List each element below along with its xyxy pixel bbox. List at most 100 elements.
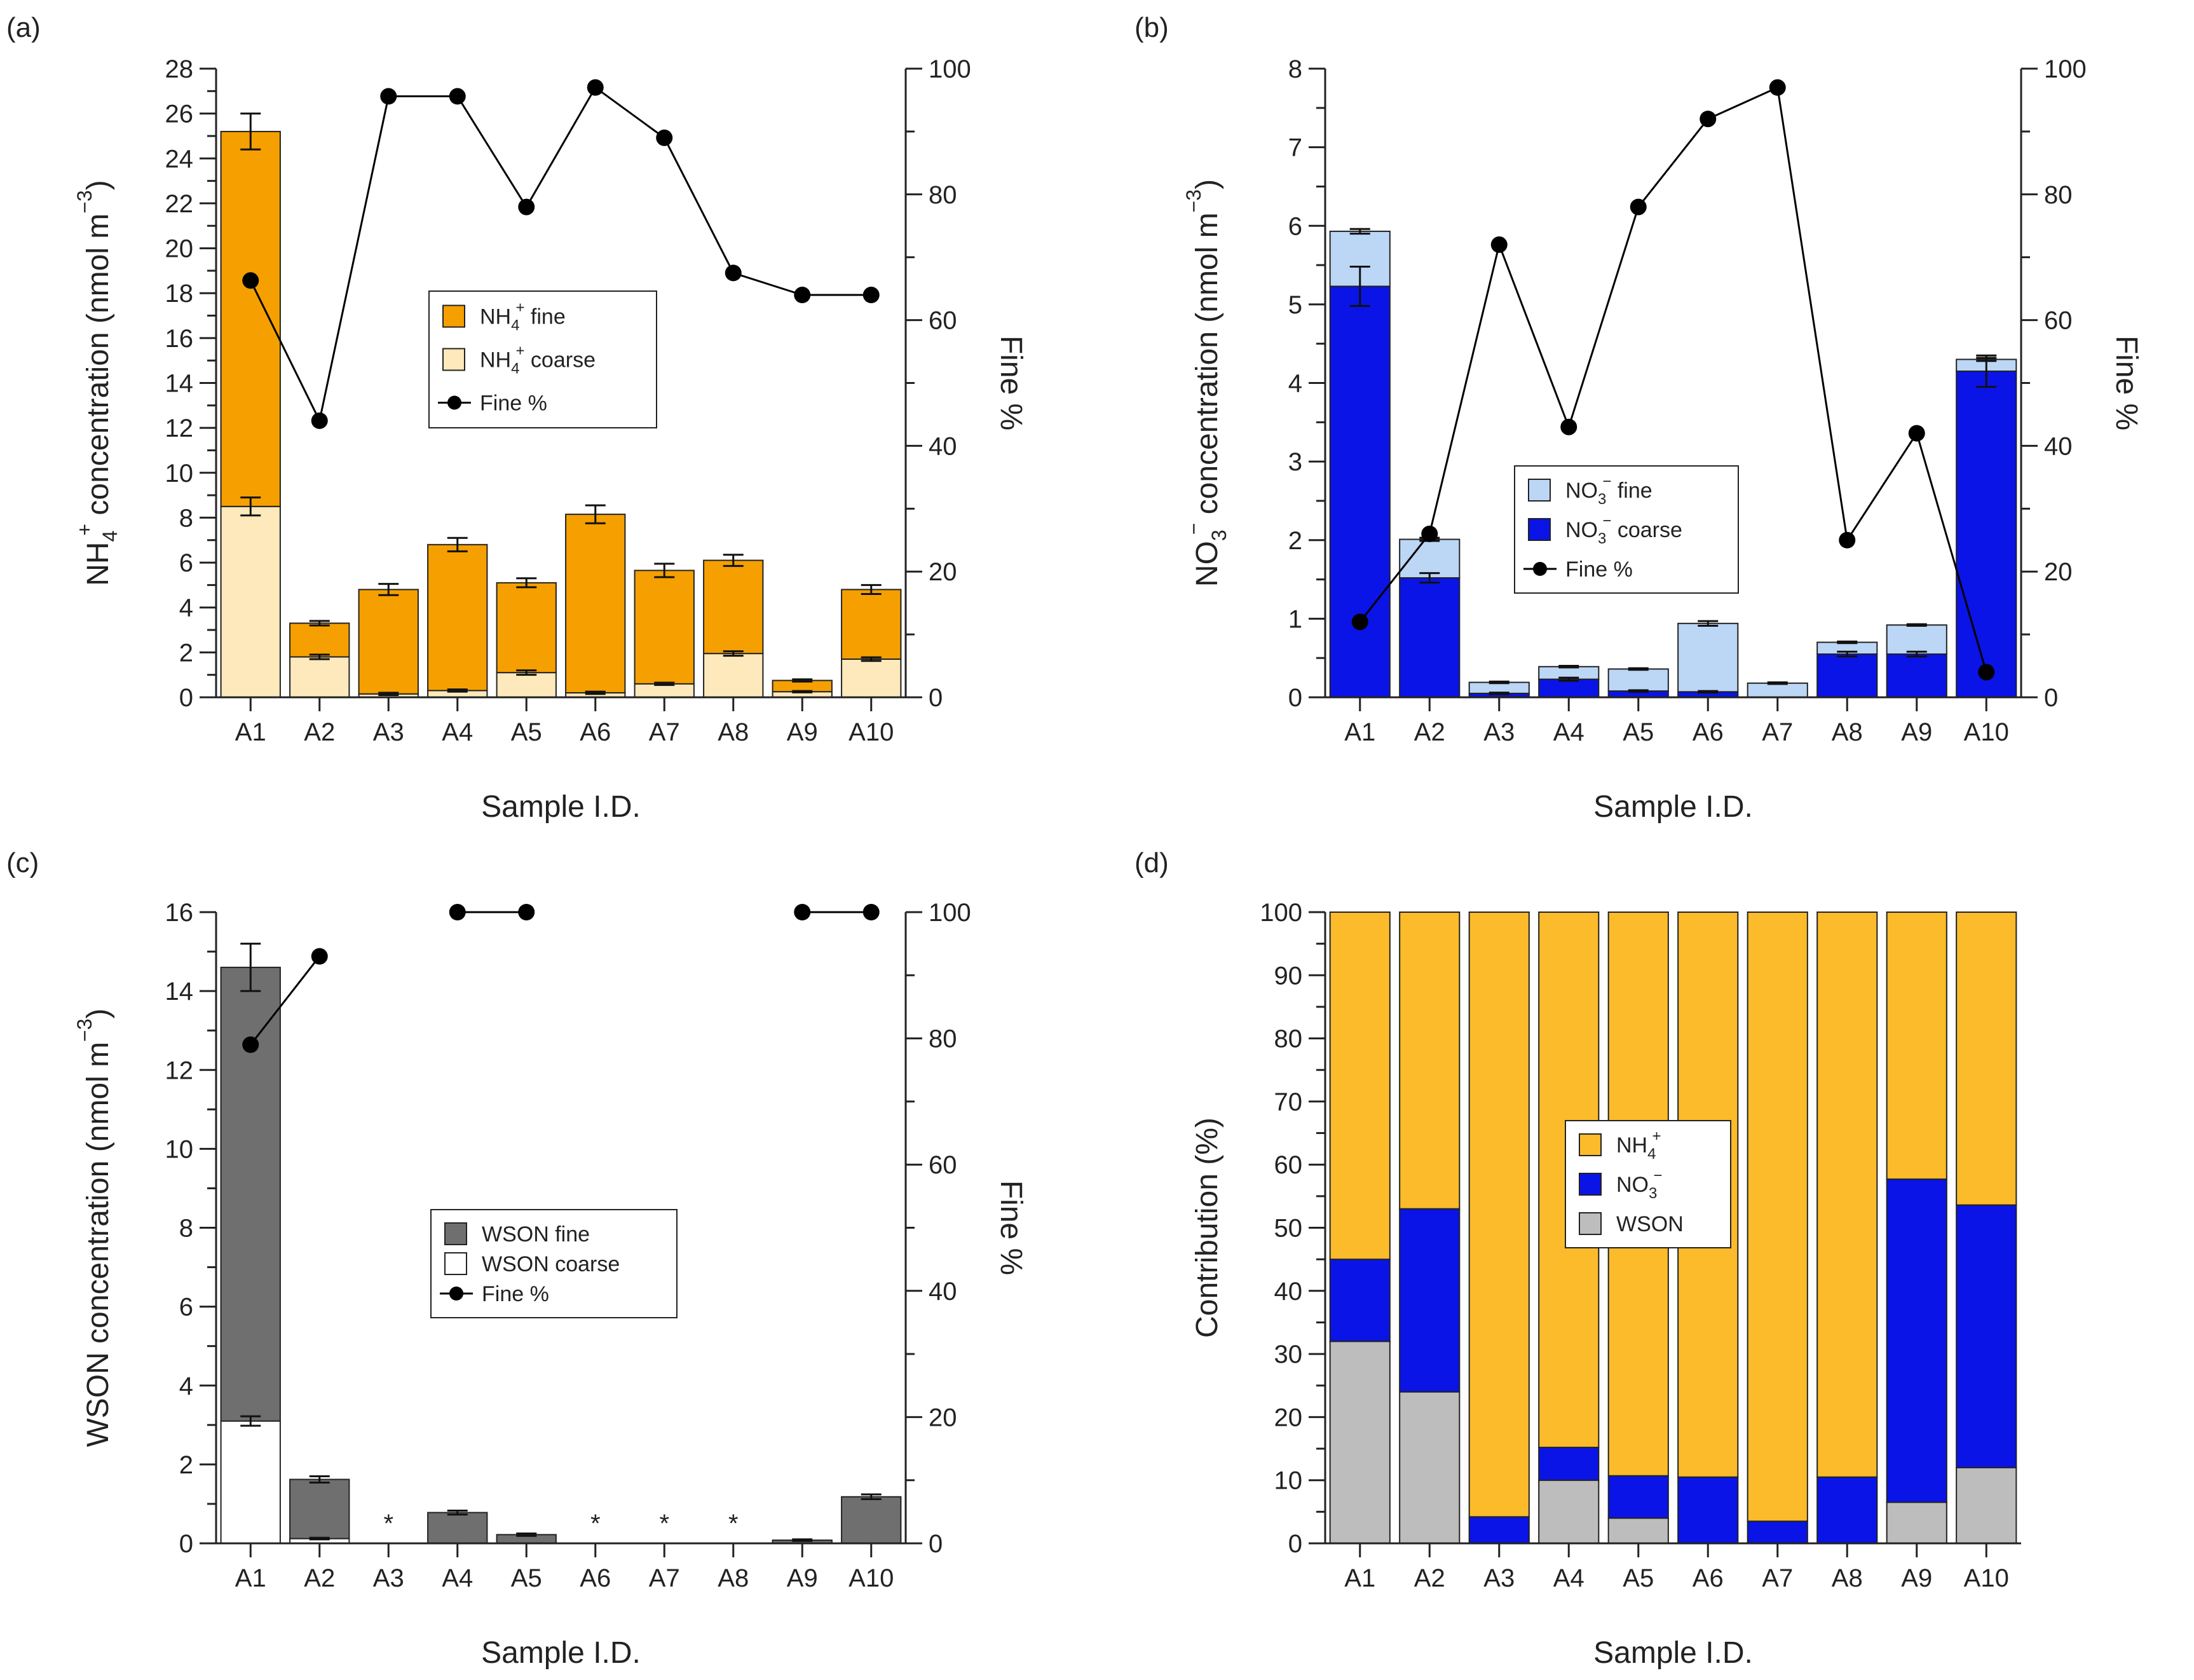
x-tick-label: A8 (718, 1564, 749, 1592)
fine-percent-point-A3 (380, 88, 397, 105)
bar-A10-nh4-coarse (841, 658, 902, 699)
y-tick-label: 12 (165, 1056, 194, 1084)
y-tick-label: 26 (165, 100, 194, 128)
fine-percent-point-A8 (1839, 531, 1856, 549)
bar-A4-wson (1538, 1479, 1600, 1544)
fine-percent-point-A5 (518, 198, 535, 215)
y2-tick-label: 60 (929, 1151, 957, 1179)
bar-A1-wson-coarse (220, 1420, 281, 1544)
y-tick-label: 18 (165, 280, 194, 308)
panel-label: (d) (1134, 847, 1169, 878)
legend-swatch (442, 348, 465, 371)
x-tick-label: A2 (304, 1564, 335, 1592)
fine-percent-point-A4 (1560, 418, 1577, 435)
bar-A5-wson (1607, 1517, 1669, 1545)
y-tick-label: 6 (1288, 212, 1302, 240)
asterisk-A7: * (659, 1510, 669, 1538)
y-tick-label: 1 (1288, 605, 1302, 633)
y2-tick-label: 20 (2044, 558, 2073, 586)
bar-A9-nh4- (1886, 912, 1947, 1180)
bar-A6-no3- (1677, 1476, 1739, 1545)
x-tick-label: A1 (1344, 718, 1375, 746)
y-tick-label: 14 (165, 370, 194, 398)
y-tick-label: 8 (179, 1215, 193, 1243)
y-tick-label: 20 (165, 235, 194, 263)
fine-percent-point-A5 (518, 904, 535, 920)
bar-A9-no3-coarse (1886, 653, 1947, 698)
panel-a: (a)0246810121416182022242628020406080100… (6, 12, 1028, 824)
bar-A2-no3-fine (1399, 538, 1461, 579)
y-tick-label: 80 (1274, 1025, 1303, 1053)
x-tick-label: A2 (1414, 1564, 1445, 1592)
panel-d: (d) 0 10 20 30 40 50 60 70 80 90 100 A1 A2 A3 A4 A5 A6 A7 A… (1134, 847, 2021, 1670)
bar-A10-wson-fine (841, 1496, 902, 1545)
y-tick-label: 22 (165, 190, 194, 218)
x-tick-label: A5 (1623, 1564, 1654, 1592)
legend-swatch (442, 304, 465, 328)
y-tick-label: 28 (165, 55, 194, 83)
y-tick-label: 10 (165, 460, 194, 488)
bar-A3-no3- (1468, 1516, 1530, 1544)
y-tick-label: 0 (179, 684, 193, 712)
fine-percent-point-A9 (1908, 425, 1925, 442)
x-tick-label: A7 (649, 718, 680, 746)
y-tick-label: 3 (1288, 448, 1302, 476)
fine-percent-point-A4 (449, 88, 466, 105)
x-tick-label: A4 (442, 718, 473, 746)
fine-percent-point-A10 (862, 904, 880, 920)
bar-A4-no3-coarse (1538, 678, 1600, 699)
bar-A1-nh4-fine (220, 130, 281, 507)
y2-tick-label: 100 (2044, 55, 2087, 83)
bar-A10-no3- (1956, 1204, 2017, 1468)
x-tick-label: A7 (1762, 718, 1793, 746)
bar-A1-wson (1329, 1341, 1391, 1544)
fine-percent-point-A6 (587, 79, 604, 96)
y2-tick-label: 20 (929, 1403, 957, 1431)
bar-A9-no3-fine (1886, 624, 1947, 655)
bar-A10-nh4-fine (841, 589, 902, 660)
bar-A8-no3-coarse (1816, 653, 1878, 698)
legend-swatch (1528, 518, 1551, 541)
y2-tick-label: 0 (929, 684, 943, 712)
bar-A5-no3- (1607, 1475, 1669, 1519)
y-tick-label: 10 (1274, 1467, 1303, 1495)
bar-A4-nh4-fine (427, 543, 488, 692)
legend-box (430, 1209, 678, 1318)
x-axis-label: Sample I.D. (1593, 1636, 1753, 1670)
bar-A1-nh4-coarse (220, 505, 281, 699)
fine-percent-line (249, 86, 871, 424)
y-tick-label: 60 (1274, 1151, 1303, 1179)
y2-tick-label: 60 (2044, 307, 2073, 335)
legend-swatch (1528, 479, 1551, 502)
legend-label: NH4+ coarse (480, 343, 596, 378)
y2-tick-label: 40 (929, 1278, 957, 1306)
legend-marker (449, 1287, 463, 1301)
y-tick-label: 30 (1274, 1341, 1303, 1369)
x-tick-label: A10 (1964, 718, 2009, 746)
x-tick-label: A5 (511, 718, 542, 746)
x-axis-label: Sample I.D. (1593, 790, 1753, 824)
x-tick-label: A6 (1693, 1564, 1724, 1592)
x-tick-label: A9 (787, 1564, 818, 1592)
y-tick-label: 6 (179, 1294, 193, 1321)
fine-percent-point-A1 (242, 272, 259, 289)
bar-A6-nh4-fine (565, 514, 626, 693)
bar-A7-nh4- (1747, 912, 1808, 1522)
x-tick-label: A1 (235, 718, 266, 746)
y-tick-label: 0 (1288, 684, 1302, 712)
x-tick-label: A8 (1832, 718, 1863, 746)
legend-label: WSON (1616, 1212, 1684, 1236)
y-tick-label: 7 (1288, 134, 1302, 162)
y2-tick-label: 40 (929, 432, 957, 460)
bar-A8-nh4- (1816, 912, 1878, 1478)
fine-percent-point-A10 (1978, 664, 1995, 681)
bar-A4-no3- (1538, 1447, 1600, 1481)
y2-tick-label: 80 (929, 1025, 957, 1053)
y2-tick-label: 20 (929, 558, 957, 586)
asterisk-A6: * (590, 1510, 601, 1538)
y2-tick-label: 80 (929, 181, 957, 209)
y2-axis-label: Fine % (994, 336, 1028, 430)
bar-A6-no3-fine (1677, 622, 1739, 693)
legend: NH4+ NO3− WSON (1565, 1120, 1731, 1248)
legend-box (1514, 465, 1739, 594)
